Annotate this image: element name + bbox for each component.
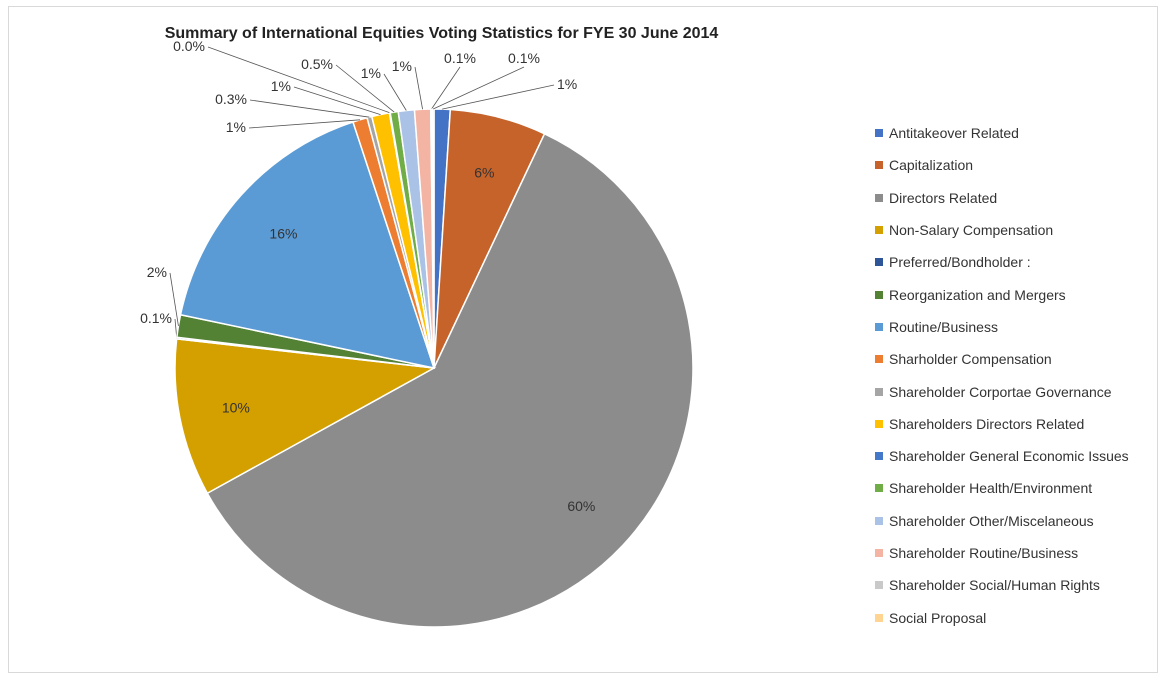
slice-label-10: 1% [271,78,291,94]
legend-item-3: Directors Related [875,182,1129,214]
legend-swatch [875,226,883,235]
legend-item-1: Antitakeover Related [875,117,1129,149]
legend-swatch [875,161,883,170]
legend-label: Shareholder Other/Miscelaneous [889,512,1094,529]
slice-label-12: 0.5% [301,56,333,72]
legend-swatch [875,516,883,525]
slice-label-11: 0.0% [173,38,205,54]
leader-line-11 [207,46,390,114]
legend-label: Shareholder Corportae Governance [889,383,1112,400]
legend-label: Routine/Business [889,318,998,335]
chart-frame: Summary of International Equities Voting… [8,6,1158,673]
legend-label: Non-Salary Compensation [889,222,1054,239]
legend-swatch [875,193,883,202]
legend-label: Shareholder General Economic Issues [889,448,1129,465]
legend-item-11: Shareholder General Economic Issues [875,440,1129,472]
legend-item-2: Capitalization [875,149,1129,181]
legend-item-9: Shareholder Corportae Governance [875,375,1129,407]
slice-label-2: 6% [474,164,494,180]
legend-swatch [875,387,883,396]
legend-label: Shareholder Routine/Business [889,545,1079,561]
legend: Antitakeover Related Capitalization Direct… [875,117,1129,634]
slice-label-7: 16% [269,225,297,241]
leader-line-8 [248,119,361,129]
legend-item-15: Shareholder Social/Human Rights [875,569,1129,601]
legend-item-5: Preferred/Bondholder : [875,246,1129,278]
leader-line-12 [335,64,395,113]
slice-label-8: 1% [226,119,246,135]
legend-label: Shareholder Health/Environment [889,480,1093,497]
legend-swatch [875,484,883,493]
leader-line-1 [442,84,555,110]
legend-label: Antitakeover Related [889,125,1019,142]
legend-item-6: Reorganization and Mergers [875,278,1129,310]
legend-swatch [875,452,883,461]
pie-slice-3 [206,132,694,628]
legend-label: Shareholders Directors Related [889,415,1085,432]
leader-line-15 [431,66,461,110]
legend-label: Reorganization and Mergers [889,286,1066,303]
leader-line-6 [169,272,179,327]
legend-item-12: Shareholder Health/Environment [875,472,1129,504]
chart-title: Summary of International Equities Voting… [164,25,719,42]
slice-label-15: 0.1% [444,50,476,66]
legend-item-4: Non-Salary Compensation [875,214,1129,246]
legend-item-14: Shareholder Routine/Business [875,537,1129,569]
slice-label-16: 0.1% [508,50,540,66]
legend-swatch [875,322,883,331]
legend-label: Directors Related [889,189,998,206]
slice-label-3: 60% [567,498,595,514]
legend-item-16: Social Proposal [875,601,1129,633]
legend-item-13: Shareholder Other/Miscelaneous [875,505,1129,537]
legend-swatch [875,258,883,267]
legend-swatch [875,419,883,428]
legend-label: Shareholder Social/Human Rights [889,577,1100,594]
pie-slice-7 [179,121,436,370]
legend-item-7: Routine/Business [875,311,1129,343]
legend-swatch [875,129,883,138]
legend-label: Social Proposal [889,609,987,626]
leader-line-10 [293,86,381,115]
legend-swatch [875,355,883,364]
slice-label-5: 0.1% [140,310,172,326]
leader-line-14 [414,66,423,110]
legend-swatch [875,549,883,557]
legend-swatch [875,290,883,299]
legend-item-8: Sharholder Compensation [875,343,1129,375]
slice-label-14: 1% [392,58,412,74]
legend-swatch [875,581,883,590]
legend-label: Sharholder Compensation [889,351,1052,368]
leader-line-9 [249,99,370,118]
leader-line-13 [383,73,407,111]
legend-label: Preferred/Bondholder : [889,254,1031,271]
pie-slice-4 [174,338,437,495]
legend-item-10: Shareholders Directors Related [875,408,1129,440]
slice-label-13: 1% [361,65,381,81]
slice-label-4: 10% [222,399,250,415]
pie-chart: 1% 6% 60% 10% 0.1% 2% 16% 1% 0.3% 1% 0.0% 0.5% 1% 1% 0… [140,38,694,628]
leader-line-16 [433,66,525,110]
slice-label-6: 2% [147,264,167,280]
slice-label-9: 0.3% [215,91,247,107]
legend-label: Capitalization [889,157,974,174]
legend-swatch [875,613,883,622]
slice-label-1: 1% [557,76,577,92]
